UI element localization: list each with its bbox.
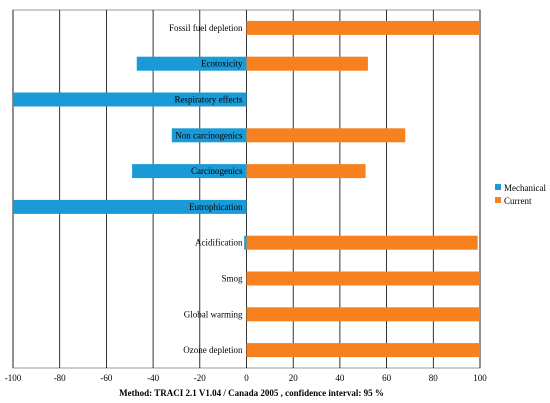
x-tick-label: -80 bbox=[54, 373, 66, 383]
x-tick-label: 80 bbox=[429, 373, 439, 383]
x-tick-label: 100 bbox=[473, 373, 487, 383]
x-tick-label: -60 bbox=[100, 373, 112, 383]
x-axis-label: Method: TRACI 2.1 V1.04 / Canada 2005 , … bbox=[119, 388, 384, 398]
category-label: Ecotoxicity bbox=[201, 59, 243, 69]
bar-current-6 bbox=[246, 235, 478, 250]
x-tick-label: 60 bbox=[382, 373, 392, 383]
legend-swatch-mechanical bbox=[495, 184, 501, 190]
bar-mechanical-5 bbox=[13, 199, 247, 214]
x-tick-label: -40 bbox=[147, 373, 159, 383]
category-label: Non carcinogenics bbox=[175, 130, 243, 140]
bar-current-3 bbox=[246, 128, 406, 143]
x-tick-label: -20 bbox=[194, 373, 206, 383]
bar-mechanical-3 bbox=[171, 128, 247, 143]
legend-label-current: Current bbox=[504, 196, 532, 206]
legend-swatch-current bbox=[495, 197, 501, 203]
category-label: Respiratory effects bbox=[174, 95, 243, 105]
bars bbox=[13, 20, 480, 358]
x-tick-label: 20 bbox=[289, 373, 299, 383]
bar-current-7 bbox=[246, 271, 480, 286]
category-label: Carcinogenics bbox=[191, 166, 243, 176]
bar-current-1 bbox=[246, 56, 368, 71]
bar-current-8 bbox=[246, 307, 480, 322]
category-label: Global warming bbox=[184, 309, 243, 319]
bar-mechanical-6 bbox=[244, 235, 247, 250]
bar-current-0 bbox=[246, 20, 480, 35]
category-label: Smog bbox=[221, 274, 243, 284]
category-label: Fossil fuel depletion bbox=[169, 23, 243, 33]
category-label: Eutrophication bbox=[189, 202, 243, 212]
x-tick-label: 0 bbox=[244, 373, 249, 383]
category-label: Acidification bbox=[195, 238, 243, 248]
legend-label-mechanical: Mechanical bbox=[504, 183, 546, 193]
category-labels: Fossil fuel depletion Ecotoxicity Respirat… bbox=[169, 23, 243, 355]
bar-current-4 bbox=[246, 164, 366, 179]
category-label: Ozone depletion bbox=[183, 345, 243, 355]
x-tick-label: -100 bbox=[5, 373, 22, 383]
bar-current-9 bbox=[246, 343, 480, 358]
bar-mechanical-4 bbox=[132, 164, 247, 179]
x-tick-labels: -100 -80 -60 -40 -20 0 20 40 60 80 100 bbox=[5, 373, 488, 383]
legend: Mechanical Current bbox=[495, 183, 546, 206]
x-tick-label: 40 bbox=[335, 373, 345, 383]
bar-mechanical-1 bbox=[136, 56, 247, 71]
bar-mechanical-2 bbox=[13, 92, 247, 107]
